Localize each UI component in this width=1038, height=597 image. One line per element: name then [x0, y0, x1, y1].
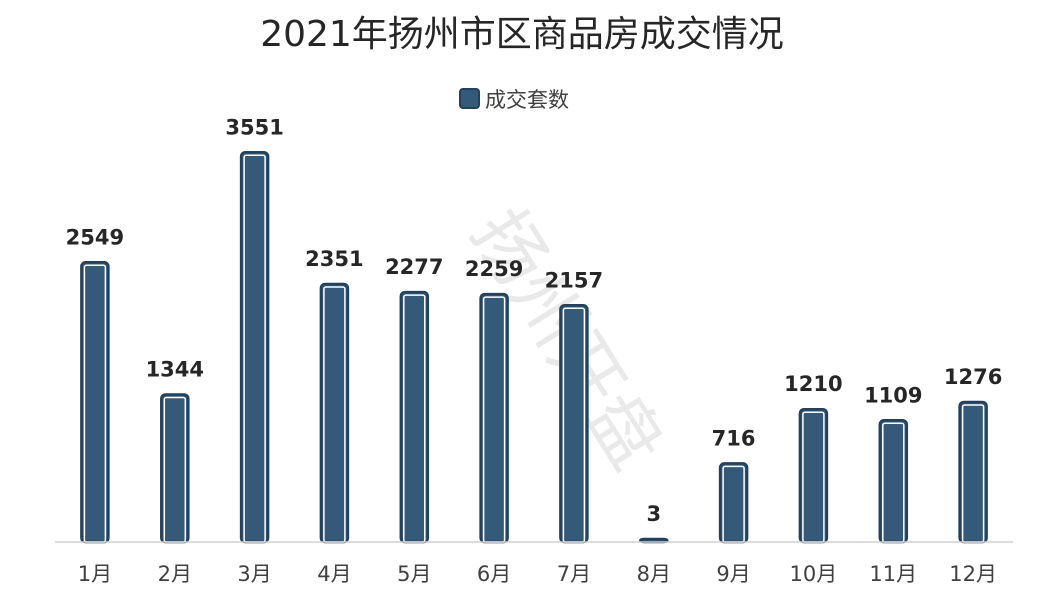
legend: 成交套数 [459, 88, 569, 112]
x-tick-label-6: 6月 [477, 562, 511, 586]
bar-9 [718, 462, 749, 544]
x-tick-label-1: 1月 [78, 562, 112, 586]
bar-10 [798, 407, 829, 544]
x-tick-label-9: 9月 [716, 562, 750, 586]
x-tick-label-11: 11月 [869, 562, 917, 586]
bar-7 [559, 304, 589, 544]
data-label-4: 2351 [305, 247, 363, 271]
data-label-3: 3551 [225, 115, 283, 139]
bar-12 [958, 400, 988, 544]
data-label-2: 1344 [146, 358, 204, 382]
x-tick-label-7: 7月 [557, 562, 591, 586]
data-label-11: 1109 [864, 383, 922, 407]
bar-11 [878, 419, 909, 544]
x-tick-label-8: 8月 [637, 562, 671, 586]
data-label-12: 1276 [944, 365, 1002, 389]
bar-3 [239, 151, 270, 544]
chart-title: 2021年扬州市区商品房成交情况 [260, 14, 784, 55]
data-label-9: 716 [712, 426, 756, 450]
data-label-7: 2157 [545, 268, 603, 292]
bar-6 [479, 292, 509, 544]
bar-5 [399, 290, 430, 544]
x-tick-label-4: 4月 [317, 562, 351, 586]
x-tick-label-12: 12月 [949, 562, 997, 586]
legend-swatch [459, 88, 480, 109]
x-tick-labels-group: 1月 2月 3月 4月 5月 6月 7月 8月 9月 10月 11月 12月 [78, 562, 997, 586]
x-tick-label-5: 5月 [397, 562, 431, 586]
data-label-10: 1210 [784, 372, 842, 396]
data-label-8: 3 [646, 502, 661, 526]
data-label-1: 2549 [66, 225, 124, 249]
legend-label: 成交套数 [485, 88, 569, 112]
x-tick-label-2: 2月 [158, 562, 192, 586]
bar-4 [319, 282, 350, 544]
data-label-5: 2277 [385, 255, 443, 279]
x-tick-label-3: 3月 [237, 562, 271, 586]
x-tick-label-10: 10月 [790, 562, 838, 586]
bar-2 [160, 393, 190, 544]
data-labels-group: 2549 1344 3551 2351 2277 2259 2157 3 716 1210 1109… [66, 115, 1003, 526]
bar-1 [80, 261, 110, 544]
bars-group [80, 151, 988, 544]
data-label-6: 2259 [465, 257, 523, 281]
